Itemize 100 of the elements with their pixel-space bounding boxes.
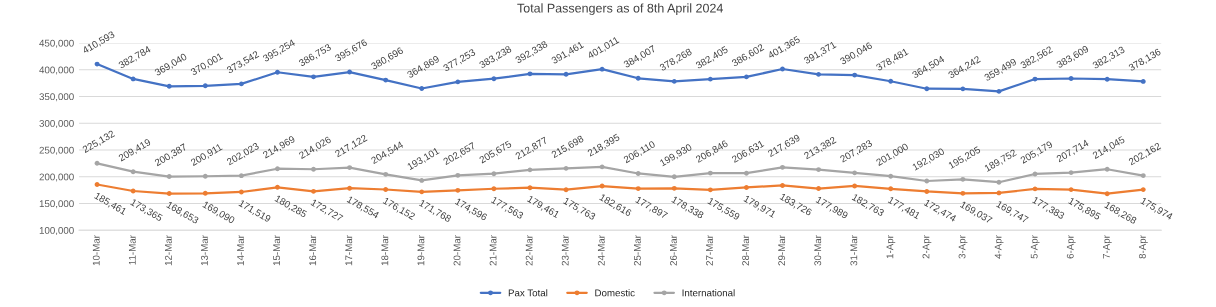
- x-tick-label: 6-Apr: [1066, 235, 1076, 259]
- point: [347, 165, 353, 171]
- point: [635, 186, 641, 191]
- point: [888, 173, 894, 179]
- point: [635, 171, 641, 176]
- point: [1104, 166, 1110, 172]
- point: [419, 189, 425, 195]
- y-tick-label: 250,000: [39, 146, 74, 155]
- x-tick-label: 10-Mar: [92, 235, 100, 266]
- point: [311, 166, 316, 172]
- x-tick-label: 13-Mar: [201, 235, 208, 266]
- x-tick-label: 11-Mar: [128, 235, 136, 265]
- y-tick-label: 300,000: [39, 119, 74, 129]
- point: [491, 76, 497, 82]
- point: [563, 187, 569, 193]
- point: [275, 184, 280, 190]
- x-tick-label: 4-Apr: [994, 235, 1004, 259]
- x-tick-label: 20-Mar: [453, 235, 461, 266]
- point: [383, 187, 389, 192]
- point: [275, 166, 280, 172]
- x-tick-label: 30-Mar: [814, 235, 822, 266]
- point: [455, 187, 461, 193]
- x-tick-label: 29-Mar: [778, 235, 786, 266]
- point: [960, 176, 966, 182]
- x-tick-label: 28-Mar: [742, 235, 750, 266]
- legend-label: Pax Total: [508, 289, 548, 297]
- point: [671, 174, 677, 180]
- x-tick-label: 23-Mar: [561, 235, 569, 266]
- x-tick-label: 31-Mar: [850, 235, 858, 266]
- x-tick-label: 18-Mar: [381, 235, 389, 266]
- point: [816, 71, 821, 77]
- point: [527, 185, 533, 191]
- point: [1104, 191, 1110, 197]
- x-tick-label: 21-Mar: [489, 235, 497, 266]
- x-tick-label: 2-Apr: [922, 235, 932, 259]
- point: [635, 75, 641, 81]
- x-tick-label: 19-Mar: [417, 235, 425, 266]
- y-tick-label: 350,000: [39, 93, 74, 102]
- y-tick-label: 450,000: [39, 39, 74, 48]
- x-tick-label: 24-Mar: [597, 235, 605, 266]
- x-tick-label: 7-Apr: [1102, 235, 1112, 259]
- point: [960, 190, 966, 196]
- point: [166, 191, 172, 196]
- x-tick-label: 17-Mar: [345, 235, 353, 266]
- point: [238, 81, 244, 87]
- point: [1140, 187, 1146, 193]
- point: [419, 86, 425, 91]
- x-tick-label: 12-Mar: [164, 235, 172, 266]
- point: [671, 78, 677, 84]
- point: [238, 173, 244, 179]
- x-tick-label: 16-Mar: [309, 235, 317, 266]
- point: [202, 83, 208, 89]
- point: [166, 174, 172, 179]
- point: [491, 186, 497, 192]
- y-tick-label: 400,000: [39, 66, 74, 75]
- point: [383, 171, 389, 177]
- point: [202, 190, 208, 196]
- point: [1140, 173, 1146, 179]
- point: [563, 71, 569, 77]
- point: [491, 171, 497, 177]
- x-tick-label: 25-Mar: [633, 235, 641, 266]
- point: [852, 170, 858, 176]
- point: [816, 186, 821, 191]
- point: [1140, 79, 1146, 84]
- x-tick-label: 14-Mar: [237, 235, 244, 266]
- x-tick-label: 22-Mar: [525, 235, 533, 266]
- point: [527, 71, 533, 77]
- point: [743, 74, 749, 80]
- point: [924, 178, 930, 184]
- point: [347, 185, 353, 191]
- y-tick-label: 150,000: [39, 200, 74, 209]
- point: [743, 170, 749, 176]
- point: [996, 179, 1002, 185]
- chart-title: Total Passengers as of 8th April 2024: [517, 3, 723, 16]
- point: [383, 77, 389, 83]
- point: [166, 83, 172, 89]
- point: [888, 186, 894, 192]
- point: [924, 189, 930, 194]
- point: [671, 185, 677, 191]
- point: [1104, 76, 1110, 82]
- point: [130, 169, 136, 175]
- point: [780, 183, 785, 188]
- point: [455, 172, 461, 178]
- point: [419, 178, 425, 183]
- x-tick-label: 15-Mar: [273, 235, 281, 266]
- x-tick-label: 26-Mar: [670, 235, 677, 266]
- x-tick-label: 8-Apr: [1138, 235, 1148, 259]
- x-tick-label: 1-Apr: [886, 235, 896, 259]
- point: [94, 160, 100, 166]
- point: [202, 173, 208, 179]
- point: [707, 187, 713, 193]
- y-tick-label: 100,000: [39, 226, 74, 236]
- point: [311, 74, 316, 80]
- point: [275, 69, 280, 75]
- legend-label: Domestic: [595, 289, 635, 297]
- x-tick-label: 3-Apr: [958, 235, 968, 259]
- point: [924, 86, 930, 92]
- point: [888, 78, 894, 84]
- y-tick-label: 200,000: [39, 173, 74, 182]
- x-tick-label: 5-Apr: [1030, 235, 1040, 259]
